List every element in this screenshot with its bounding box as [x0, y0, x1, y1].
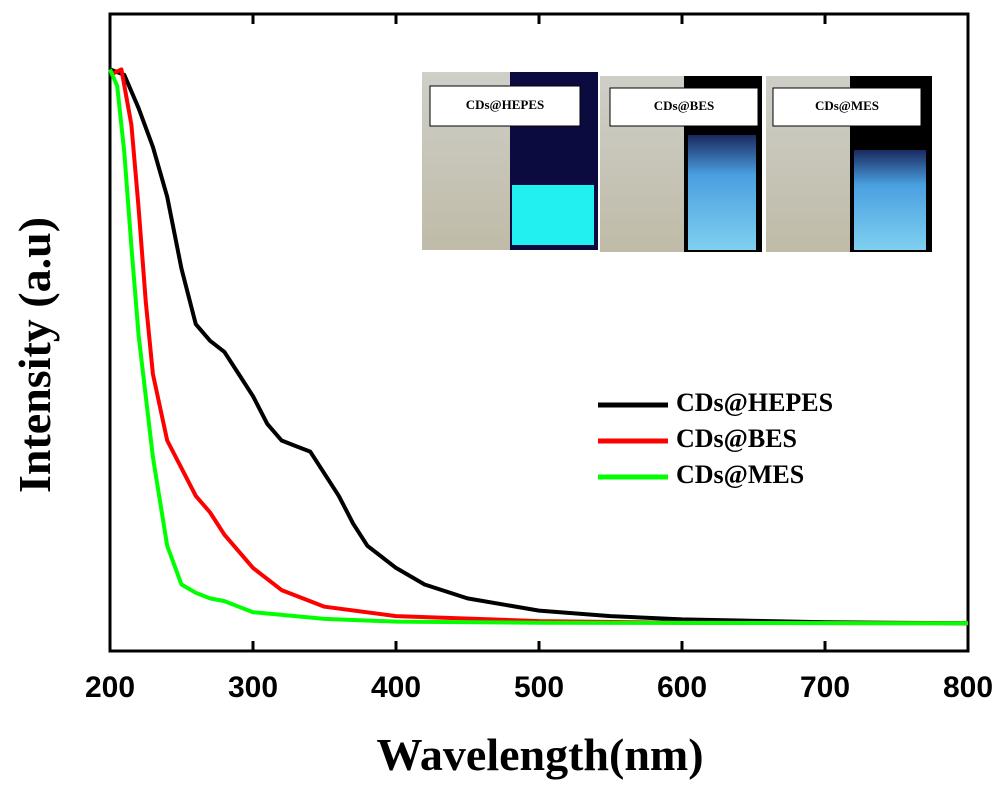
x-tick-label: 400	[371, 671, 421, 704]
x-tick-label: 800	[943, 671, 993, 704]
x-tick-label: 600	[657, 671, 707, 704]
inset-label: CDs@MES	[815, 98, 879, 113]
x-tick-label: 300	[228, 671, 278, 704]
x-axis-label: Wavelength(nm)	[376, 729, 703, 780]
x-tick-label: 200	[85, 671, 135, 704]
inset-label: CDs@BES	[654, 98, 715, 113]
inset-label: CDs@HEPES	[466, 97, 545, 112]
x-tick-label: 700	[800, 671, 850, 704]
legend-label: CDs@BES	[676, 424, 797, 453]
series-line	[108, 68, 969, 626]
inset-photos: CDs@HEPES CDs@BES CDs@MES	[422, 72, 932, 252]
legend-label: CDs@HEPES	[676, 388, 833, 417]
y-axis-label: Intensity (a.u)	[9, 217, 60, 493]
series-line	[109, 67, 969, 626]
series-line	[109, 67, 969, 626]
legend-label: CDs@MES	[676, 460, 804, 489]
x-tick-label: 500	[514, 671, 564, 704]
